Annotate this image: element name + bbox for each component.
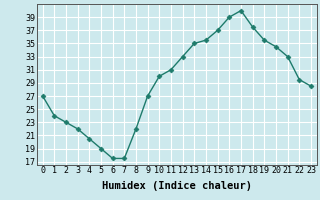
- X-axis label: Humidex (Indice chaleur): Humidex (Indice chaleur): [102, 181, 252, 191]
